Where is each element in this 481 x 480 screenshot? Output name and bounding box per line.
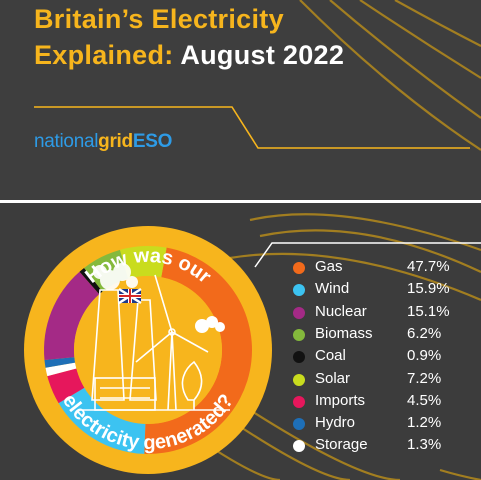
legend-label: Biomass xyxy=(315,324,373,342)
legend-value: 4.5% xyxy=(407,391,442,409)
legend-value: 1.2% xyxy=(407,414,442,432)
power-station-illustration xyxy=(82,274,230,411)
legend-label: Imports xyxy=(315,391,366,409)
legend-swatch xyxy=(293,395,305,408)
legend-swatch xyxy=(293,373,305,386)
legend-label: Solar xyxy=(315,369,351,387)
legend-item-hydro: Hydro 1.2% xyxy=(291,413,481,435)
donut-segment-coal xyxy=(79,267,103,295)
legend-value: 47.7% xyxy=(407,258,450,275)
donut-segment-storage xyxy=(45,362,77,377)
legend-item-storage: Storage 1.3% xyxy=(291,435,481,457)
legend-label: Storage xyxy=(315,436,368,454)
legend-value: 15.9% xyxy=(407,280,450,298)
legend-swatch xyxy=(293,284,305,297)
donut-segment-hydro xyxy=(44,357,76,368)
page-title-line-2: Explained: August 2022 xyxy=(34,40,344,71)
cloud-icon xyxy=(195,316,225,333)
smoke-cloud xyxy=(93,263,138,290)
legend-label: Hydro xyxy=(315,414,356,432)
legend-label: Gas xyxy=(315,258,343,275)
union-flag-icon xyxy=(118,287,142,305)
legend-swatch xyxy=(293,440,305,453)
logo-text-eso: ESO xyxy=(132,131,173,152)
legend-rule xyxy=(254,242,481,268)
legend-swatch xyxy=(293,306,305,319)
legend-item-solar: Solar 7.2% xyxy=(291,369,481,391)
page-title-line-1: Britain’s Electricity xyxy=(34,4,284,34)
donut-segment-nuclear xyxy=(43,271,100,361)
legend-label: Coal xyxy=(315,347,346,365)
donut-segment-imports xyxy=(47,368,85,404)
section-divider xyxy=(0,200,481,203)
legend-item-imports: Imports 4.5% xyxy=(291,391,481,413)
legend-item-gas: Gas 47.7% xyxy=(291,257,481,279)
header-rule xyxy=(34,106,470,149)
legend-value: 0.9% xyxy=(407,347,442,365)
donut-segment-wind xyxy=(58,387,146,454)
legend-swatch xyxy=(293,418,305,431)
title-date: August 2022 xyxy=(180,40,345,70)
header-section xyxy=(0,0,481,200)
legend-label: Wind xyxy=(315,280,350,298)
donut-segment-solar xyxy=(120,245,167,279)
legend-value: 7.2% xyxy=(407,369,442,387)
legend-value: 15.1% xyxy=(407,302,450,320)
legend-swatch xyxy=(293,351,305,364)
title-label: Explained: xyxy=(34,40,174,70)
legend-item-biomass: Biomass 6.2% xyxy=(291,324,481,346)
legend-swatch xyxy=(293,262,305,274)
logo-text-national: national xyxy=(34,131,99,152)
legend-item-nuclear: Nuclear 15.1% xyxy=(291,302,481,324)
donut-segments xyxy=(43,245,253,454)
legend-swatch xyxy=(293,328,305,341)
chart-inner-circle xyxy=(74,276,222,424)
legend-value: 6.2% xyxy=(407,324,442,342)
legend-value: 1.3% xyxy=(407,436,442,454)
national-grid-eso-logo: nationalgridESO xyxy=(34,131,172,153)
donut-segment-gas xyxy=(144,247,253,454)
legend-item-coal: Coal 0.9% xyxy=(291,346,481,368)
legend-label: Nuclear xyxy=(315,302,367,320)
logo-text-grid: grid xyxy=(98,131,133,152)
legend-item-wind: Wind 15.9% xyxy=(291,279,481,301)
